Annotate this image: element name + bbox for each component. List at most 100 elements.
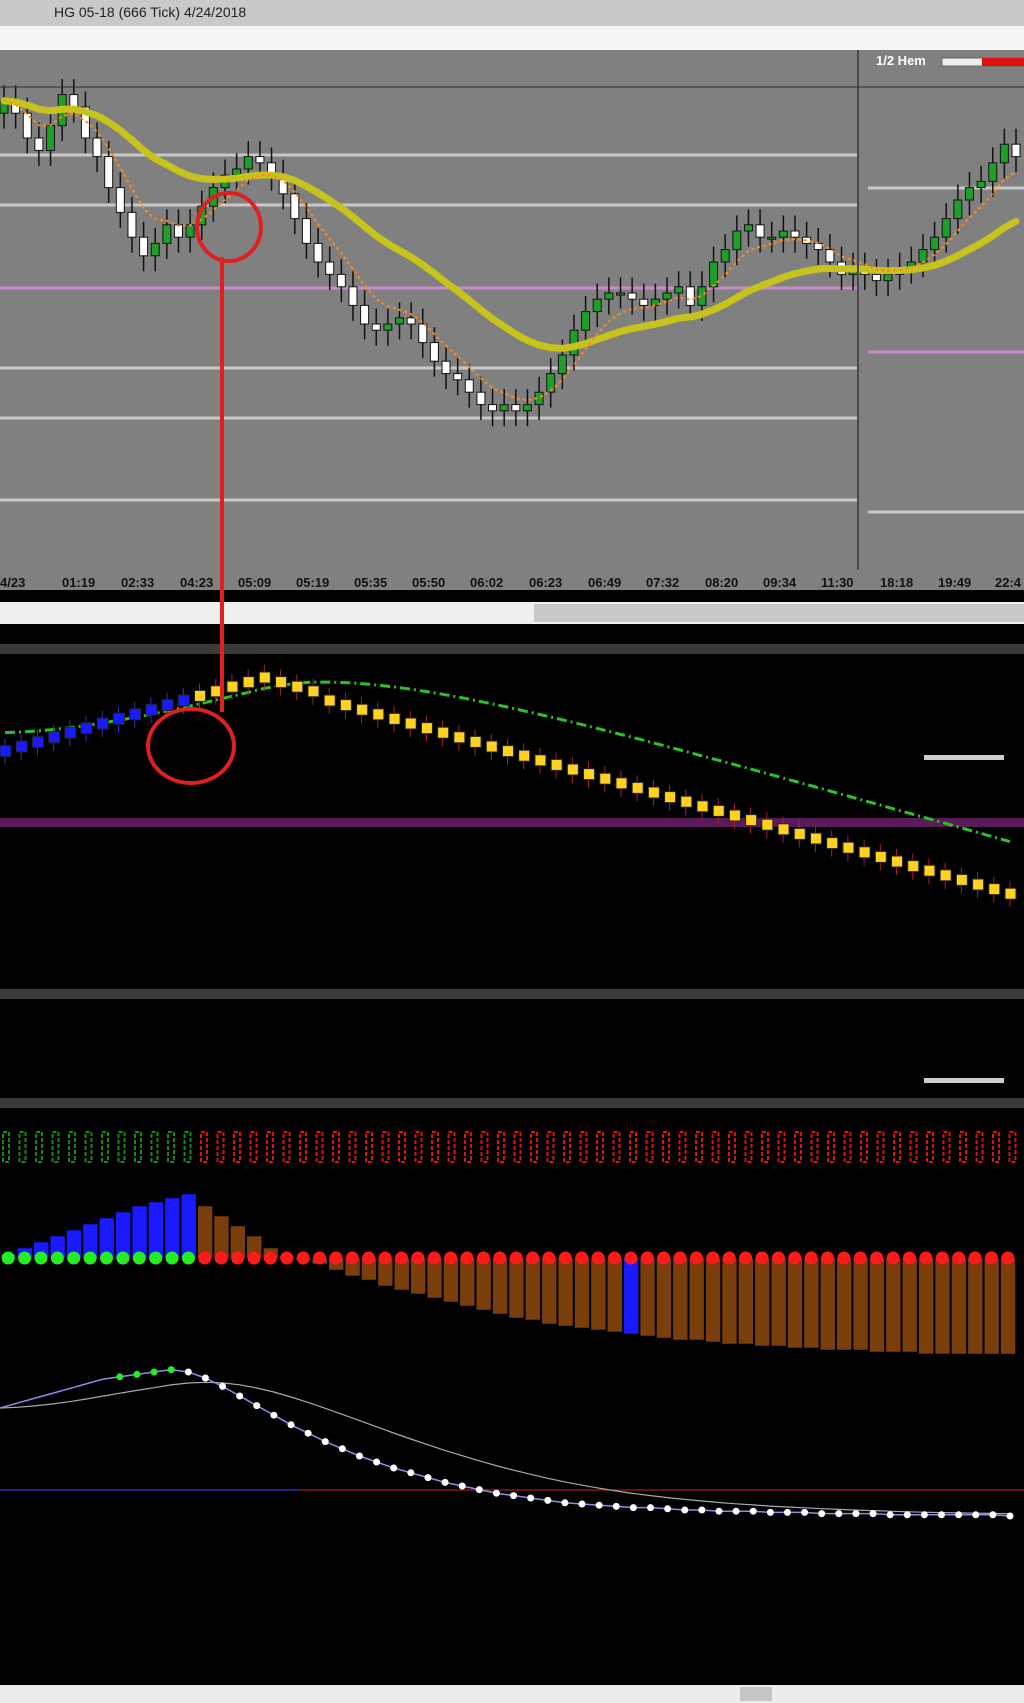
candle-body	[441, 360, 451, 375]
osc2-point	[561, 1499, 569, 1507]
candle-body	[22, 112, 32, 139]
oscillator-point	[469, 735, 482, 748]
histogram-bar	[803, 1257, 820, 1349]
candle-body	[581, 311, 591, 331]
zero-cross-dot	[181, 1251, 195, 1265]
trend-strip-cell	[497, 1131, 505, 1163]
osc2-point	[321, 1438, 329, 1446]
candle-body	[360, 304, 370, 325]
oscillator-point	[437, 726, 450, 739]
trend-strip-cell	[101, 1131, 109, 1163]
bottom-scrollbar[interactable]	[0, 1685, 1024, 1703]
oscillator-point	[48, 731, 61, 744]
zero-cross-dot	[329, 1251, 343, 1265]
candle-body	[348, 286, 358, 306]
panel-separator	[0, 989, 1024, 999]
candle-body	[871, 273, 881, 282]
zero-cross-dot	[165, 1251, 179, 1265]
oscillator-point	[388, 712, 401, 725]
price-scrollbar-thumb[interactable]	[534, 604, 1024, 622]
bottom-scrollbar-thumb[interactable]	[740, 1687, 772, 1701]
histogram-bar	[869, 1257, 885, 1353]
oscillator-point	[858, 846, 871, 859]
oscillator-point	[988, 883, 1001, 896]
candle-body	[453, 373, 463, 381]
candle-body	[394, 317, 404, 325]
trend-strip-cell	[893, 1131, 901, 1163]
candle-body	[999, 143, 1009, 164]
oscillator-point	[939, 869, 952, 882]
histogram-bar	[689, 1257, 705, 1341]
x-tick-label: 09:34	[763, 575, 797, 590]
trend-strip-cell	[909, 1131, 918, 1163]
indicator-panels[interactable]	[0, 625, 1024, 1690]
candle-body	[325, 261, 335, 275]
oscillator-point	[777, 823, 790, 836]
trend-strip-cell	[827, 1131, 835, 1163]
osc2-point	[681, 1506, 689, 1514]
zero-cross-dot	[83, 1251, 97, 1265]
candle-body	[127, 211, 137, 238]
trend-strip-cell	[513, 1131, 522, 1163]
x-tick-label: 11:30	[821, 575, 854, 590]
zero-cross-dot	[362, 1251, 376, 1265]
histogram-bar	[885, 1257, 902, 1353]
oscillator-point	[923, 864, 936, 877]
candle-body	[883, 273, 893, 282]
trend-strip-cell	[35, 1131, 43, 1163]
histogram-bar	[574, 1257, 590, 1329]
candle-body	[616, 292, 626, 296]
candle-body	[674, 286, 684, 294]
candle-body	[767, 236, 777, 240]
oscillator-point	[177, 694, 190, 707]
trend-strip-cell	[579, 1131, 588, 1163]
oscillator-point	[696, 800, 709, 813]
zero-cross-dot	[755, 1251, 769, 1265]
trend-strip-cell	[926, 1131, 934, 1163]
oscillator-point	[15, 740, 28, 753]
histogram-bar	[164, 1197, 181, 1259]
oscillator-point	[80, 722, 93, 735]
candle-body	[639, 298, 649, 306]
osc2-point	[150, 1368, 158, 1376]
x-axis-band	[0, 570, 1024, 590]
trend-strip-cell	[992, 1131, 1000, 1163]
candle-body	[720, 249, 730, 263]
toolbar-strip	[0, 26, 1024, 50]
price-chart-panel[interactable]: 1/2 Hem 4/23 01:19 02:33 04:23 05:09 05:19 05:…	[0, 50, 1024, 590]
trend-strip-cell	[84, 1131, 93, 1163]
histogram-bar	[852, 1257, 869, 1351]
candle-body	[825, 249, 835, 263]
candle-body	[255, 156, 265, 164]
trend-strip-cell	[134, 1131, 142, 1163]
histogram-bar	[951, 1257, 967, 1355]
osc2-point	[938, 1511, 946, 1519]
oscillator-point	[745, 814, 758, 827]
osc2-line	[0, 1368, 1011, 1517]
price-chart[interactable]: 1/2 Hem 4/23 01:19 02:33 04:23 05:09 05:19 05:…	[0, 50, 1024, 590]
candle-body	[685, 286, 695, 306]
osc2-point	[732, 1507, 740, 1515]
osc2-point	[475, 1486, 483, 1494]
slow-moving-average	[0, 97, 1020, 352]
zero-cross-dot	[902, 1251, 916, 1265]
osc2-point	[167, 1366, 175, 1374]
oscillator-point	[485, 740, 498, 753]
zero-cross-dot	[411, 1251, 425, 1265]
trend-strip-cell	[18, 1131, 27, 1163]
zero-cross-dot	[722, 1251, 736, 1265]
zero-cross-dot	[837, 1251, 851, 1265]
osc2-point	[903, 1511, 911, 1519]
oscillator-point	[874, 850, 887, 863]
candle-body	[34, 137, 44, 151]
osc2-point	[818, 1510, 826, 1518]
oscillator-point	[242, 676, 255, 689]
oscillator-point	[404, 717, 417, 730]
trend-strip-cell	[315, 1131, 324, 1163]
candle-body	[104, 156, 114, 189]
osc2-point	[989, 1511, 997, 1519]
x-tick-label: 22:4	[995, 575, 1022, 590]
candle-body	[476, 391, 486, 406]
candle-body	[69, 94, 79, 108]
histogram-bar	[672, 1257, 689, 1341]
